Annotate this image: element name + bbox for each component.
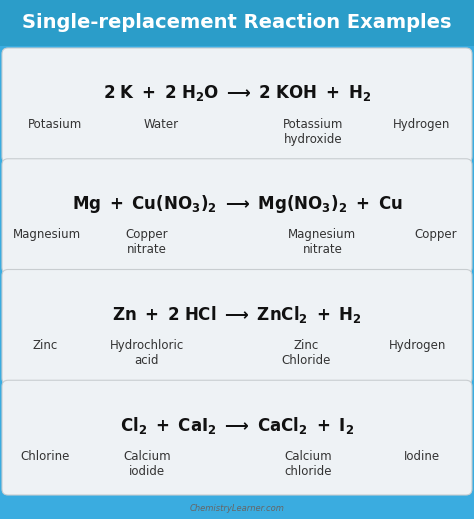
Text: $\mathbf{Zn\ +\ 2\ HCl\ \longrightarrow\ ZnCl_2\ +\ H_2}$: $\mathbf{Zn\ +\ 2\ HCl\ \longrightarrow\…	[112, 304, 362, 325]
Text: Magnesium: Magnesium	[13, 228, 82, 241]
Text: Single-replacement Reaction Examples: Single-replacement Reaction Examples	[22, 13, 452, 33]
Text: Calcium
chloride: Calcium chloride	[284, 450, 332, 478]
Text: Copper: Copper	[415, 228, 457, 241]
FancyBboxPatch shape	[2, 380, 472, 495]
FancyBboxPatch shape	[2, 269, 472, 384]
Text: Chlorine: Chlorine	[20, 450, 70, 463]
FancyBboxPatch shape	[2, 159, 472, 274]
Text: Hydrochloric
acid: Hydrochloric acid	[110, 339, 184, 367]
Text: Magnesium
nitrate: Magnesium nitrate	[288, 228, 356, 256]
Text: $\mathbf{Mg\ +\ Cu(NO_3)_2\ \longrightarrow\ Mg(NO_3)_2\ +\ Cu}$: $\mathbf{Mg\ +\ Cu(NO_3)_2\ \longrightar…	[72, 193, 402, 215]
Text: Calcium
iodide: Calcium iodide	[123, 450, 171, 478]
Text: Copper
nitrate: Copper nitrate	[126, 228, 168, 256]
Text: Potasium: Potasium	[27, 118, 82, 131]
Text: Potassium
hydroxide: Potassium hydroxide	[283, 118, 343, 146]
Text: $\mathbf{Cl_2\ +\ CaI_2\ \longrightarrow\ CaCl_2\ +\ I_2}$: $\mathbf{Cl_2\ +\ CaI_2\ \longrightarrow…	[120, 415, 354, 436]
Text: Zinc
Chloride: Zinc Chloride	[281, 339, 330, 367]
Text: Hydrogen: Hydrogen	[393, 118, 451, 131]
Text: Hydrogen: Hydrogen	[388, 339, 446, 352]
Text: Zinc: Zinc	[32, 339, 58, 352]
Text: ChemistryLearner.com: ChemistryLearner.com	[190, 504, 284, 513]
Text: Water: Water	[144, 118, 179, 131]
Text: Iodine: Iodine	[404, 450, 440, 463]
Bar	[0, 0, 474, 46]
FancyBboxPatch shape	[2, 48, 472, 163]
Text: $\mathbf{2\ K\ +\ 2\ H_2O\ \longrightarrow\ 2\ KOH\ +\ H_2}$: $\mathbf{2\ K\ +\ 2\ H_2O\ \longrightarr…	[103, 83, 371, 103]
